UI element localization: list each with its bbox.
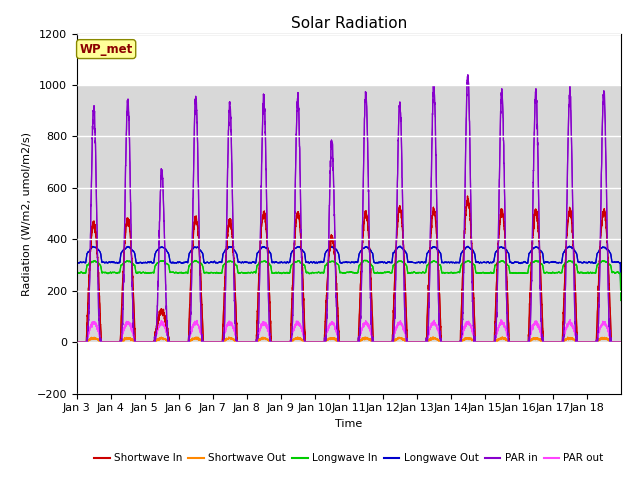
Longwave In bbox=[525, 264, 532, 270]
PAR in bbox=[73, 339, 81, 345]
Shortwave In bbox=[464, 193, 472, 199]
Line: Shortwave Out: Shortwave Out bbox=[77, 337, 621, 342]
Longwave Out bbox=[369, 252, 377, 257]
PAR out bbox=[525, 339, 532, 345]
PAR out bbox=[539, 337, 547, 343]
PAR in bbox=[369, 338, 377, 344]
Shortwave In bbox=[398, 220, 406, 226]
PAR in bbox=[398, 175, 406, 180]
Longwave Out bbox=[73, 300, 81, 306]
Shortwave Out bbox=[73, 339, 81, 345]
Line: Longwave In: Longwave In bbox=[77, 260, 621, 308]
Title: Solar Radiation: Solar Radiation bbox=[291, 16, 407, 31]
PAR out bbox=[498, 320, 506, 325]
PAR out bbox=[73, 339, 81, 345]
Shortwave Out bbox=[369, 338, 377, 344]
Longwave Out bbox=[525, 252, 532, 258]
Text: WP_met: WP_met bbox=[79, 43, 132, 56]
Shortwave Out bbox=[617, 339, 625, 345]
Shortwave In bbox=[539, 325, 547, 331]
Shortwave In bbox=[369, 327, 377, 333]
Longwave Out bbox=[186, 250, 193, 256]
Longwave In bbox=[361, 257, 369, 263]
PAR out bbox=[566, 317, 574, 323]
Longwave Out bbox=[539, 251, 547, 256]
Line: Shortwave In: Shortwave In bbox=[77, 196, 621, 342]
Shortwave In bbox=[186, 305, 193, 311]
PAR out bbox=[398, 321, 406, 327]
PAR in bbox=[498, 90, 506, 96]
Shortwave In bbox=[617, 339, 625, 345]
Longwave In bbox=[369, 264, 377, 270]
Y-axis label: Radiation (W/m2, umol/m2/s): Radiation (W/m2, umol/m2/s) bbox=[21, 132, 31, 296]
Bar bbox=[77, 85, 621, 342]
Shortwave In bbox=[498, 209, 506, 215]
Longwave In bbox=[73, 305, 81, 311]
PAR in bbox=[525, 339, 532, 345]
Longwave Out bbox=[398, 245, 406, 251]
Shortwave Out bbox=[498, 336, 506, 341]
X-axis label: Time: Time bbox=[335, 419, 362, 429]
Longwave In bbox=[539, 263, 547, 268]
Line: Longwave Out: Longwave Out bbox=[77, 246, 621, 303]
PAR out bbox=[186, 335, 193, 340]
Longwave In bbox=[498, 258, 506, 264]
Shortwave In bbox=[73, 339, 81, 345]
PAR in bbox=[186, 331, 193, 336]
Shortwave Out bbox=[398, 336, 406, 341]
Longwave In bbox=[617, 298, 625, 303]
Shortwave In bbox=[525, 330, 532, 336]
Shortwave Out bbox=[186, 338, 193, 344]
PAR in bbox=[539, 336, 547, 342]
PAR in bbox=[617, 339, 625, 345]
Longwave In bbox=[398, 259, 406, 265]
PAR out bbox=[617, 339, 625, 345]
Longwave In bbox=[186, 263, 193, 268]
PAR in bbox=[464, 72, 472, 78]
Longwave Out bbox=[617, 291, 625, 297]
Longwave Out bbox=[498, 244, 506, 250]
Shortwave Out bbox=[429, 334, 437, 340]
PAR out bbox=[369, 337, 377, 343]
Shortwave Out bbox=[539, 338, 547, 344]
Line: PAR out: PAR out bbox=[77, 320, 621, 342]
Line: PAR in: PAR in bbox=[77, 75, 621, 342]
Shortwave Out bbox=[525, 339, 532, 345]
Legend: Shortwave In, Shortwave Out, Longwave In, Longwave Out, PAR in, PAR out: Shortwave In, Shortwave Out, Longwave In… bbox=[90, 449, 608, 468]
Longwave Out bbox=[396, 243, 404, 249]
